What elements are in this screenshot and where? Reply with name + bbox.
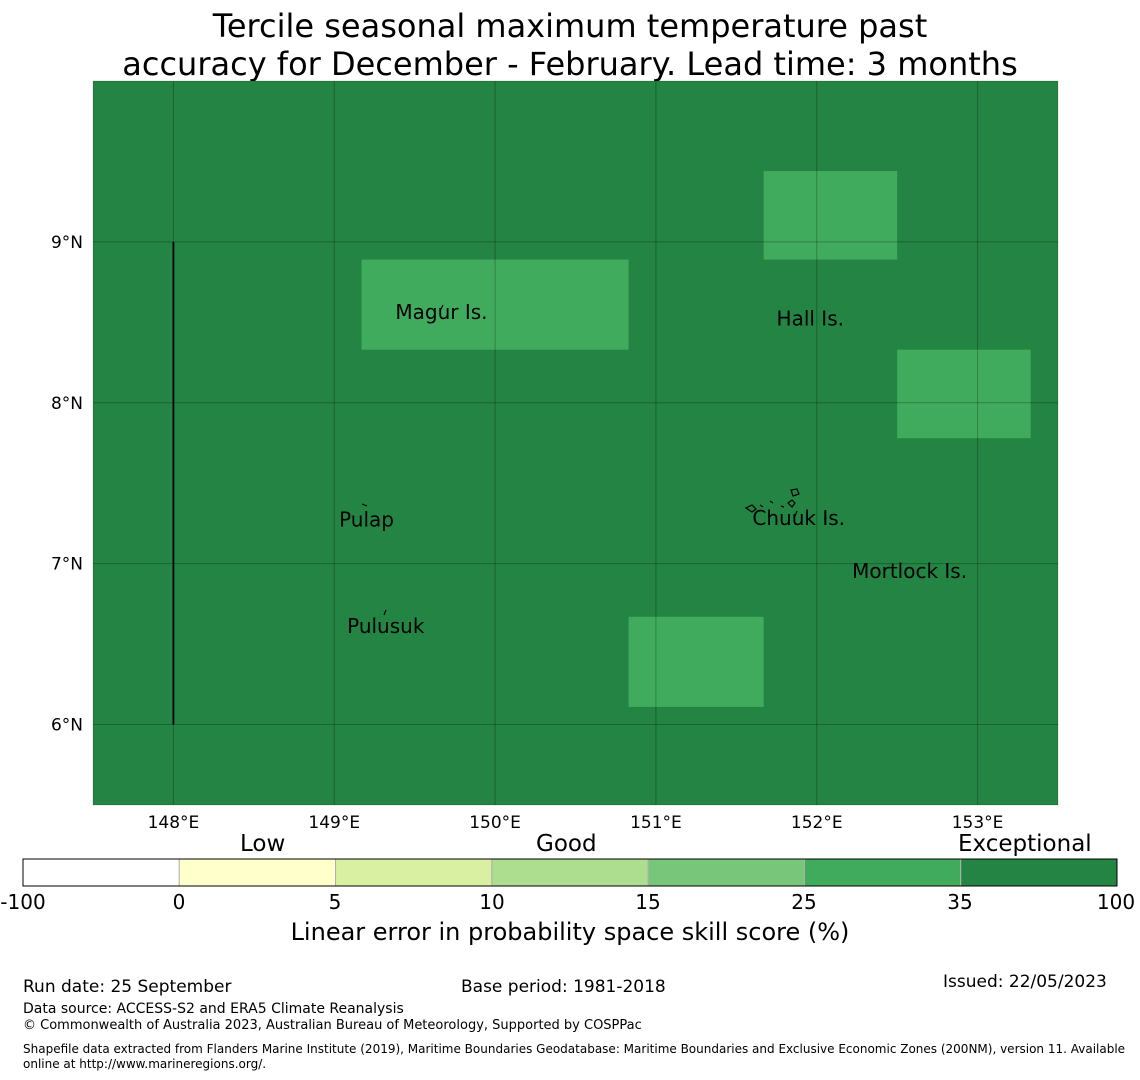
skill-cell <box>763 171 898 260</box>
colorbar-tick-label: 5 <box>328 890 342 914</box>
skill-cell <box>628 616 764 707</box>
colorbar-tick-label: 25 <box>791 890 817 914</box>
colorbar-segment <box>960 858 1118 887</box>
run-date: Run date: 25 September <box>23 977 232 997</box>
island-outline <box>361 304 444 616</box>
lon-tick-label: 153°E <box>952 813 1004 833</box>
colorbar-tick-label: 0 <box>172 890 186 914</box>
lat-tick-label: 9°N <box>51 233 83 253</box>
colorbar-title: Linear error in probability space skill … <box>290 918 850 946</box>
place-label: Chuuk Is. <box>752 506 845 530</box>
map-frame <box>92 80 1059 806</box>
place-label: Magur Is. <box>395 300 487 324</box>
colorbar-tick-label: -100 <box>0 890 46 914</box>
issued-date: Issued: 22/05/2023 <box>943 972 1107 992</box>
island-outline <box>744 488 800 517</box>
colorbar-tick-label: 35 <box>947 890 973 914</box>
colorbar-segment <box>647 858 805 887</box>
colorbar-segment <box>335 858 493 887</box>
lon-tick-label: 152°E <box>791 813 843 833</box>
colorbar-header-good: Good <box>536 831 597 857</box>
lat-tick-label: 8°N <box>51 394 83 414</box>
colorbar-segment <box>178 858 337 887</box>
colorbar-segment <box>803 858 962 887</box>
lon-tick-label: 150°E <box>469 813 521 833</box>
place-label: Mortlock Is. <box>852 559 967 583</box>
shapefile-credit-line1: Shapefile data extracted from Flanders M… <box>23 1042 1126 1056</box>
lon-tick-label: 151°E <box>630 813 682 833</box>
lon-tick-label: 149°E <box>308 813 360 833</box>
colorbar-segment <box>491 858 649 887</box>
place-label: Hall Is. <box>777 307 844 331</box>
place-label: Pulusuk <box>347 614 425 638</box>
base-period: Base period: 1981-2018 <box>461 977 666 997</box>
map-background <box>93 81 1058 805</box>
lat-tick-label: 6°N <box>51 716 83 736</box>
colorbar-header-exceptional: Exceptional <box>958 831 1092 857</box>
skill-cell <box>897 349 1031 439</box>
colorbar-tick-label: 100 <box>1096 890 1136 914</box>
colorbar-frame <box>22 858 1118 887</box>
colorbar-segment <box>22 858 180 887</box>
colorbar-tick-label: 10 <box>479 890 505 914</box>
colorbar-header-low: Low <box>240 831 286 857</box>
chart-title-line2: accuracy for December - February. Lead t… <box>122 45 1018 83</box>
place-label: Pulap <box>339 508 394 532</box>
lon-tick-label: 148°E <box>148 813 200 833</box>
data-source: Data source: ACCESS-S2 and ERA5 Climate … <box>23 1001 404 1017</box>
shapefile-credit-line2: online at http://www.marineregions.org/. <box>23 1057 267 1071</box>
copyright: © Commonwealth of Australia 2023, Austra… <box>23 1018 642 1033</box>
chart-title-line1: Tercile seasonal maximum temperature pas… <box>212 7 928 45</box>
colorbar-tick-label: 15 <box>635 890 661 914</box>
skill-cell <box>361 259 629 350</box>
lat-tick-label: 7°N <box>51 555 83 575</box>
